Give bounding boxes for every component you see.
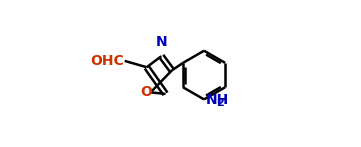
- Text: 2: 2: [216, 98, 224, 108]
- Text: OHC: OHC: [90, 54, 124, 68]
- Text: NH: NH: [206, 93, 229, 107]
- Text: N: N: [156, 35, 168, 49]
- Text: O: O: [140, 85, 152, 99]
